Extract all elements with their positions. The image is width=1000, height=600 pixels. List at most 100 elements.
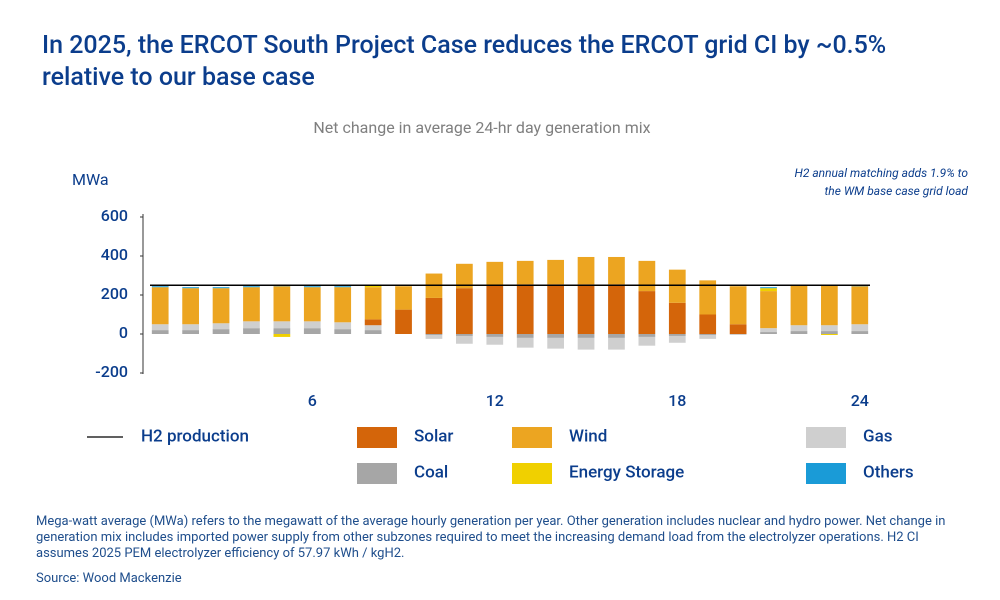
bar-segment <box>243 328 260 334</box>
bar-segment <box>577 334 595 338</box>
legend-label: Others <box>863 462 914 482</box>
bar-segment <box>486 261 504 286</box>
bar-segment <box>729 286 747 325</box>
bar-segment <box>668 334 686 336</box>
bar-segment <box>273 328 291 334</box>
legend-label: H2 production <box>141 426 249 446</box>
bar-segment <box>668 335 686 343</box>
bar-segment <box>334 286 352 288</box>
bar-segment <box>456 263 473 289</box>
bar-segment <box>182 287 199 289</box>
bar-segment <box>547 337 564 349</box>
x-tick-label: 24 <box>851 391 869 410</box>
bar-segment <box>851 324 869 332</box>
bar-segment <box>273 321 291 329</box>
bar-segment <box>303 286 321 288</box>
bar-segment <box>273 286 291 322</box>
footnote: Mega-watt average (MWa) refers to the me… <box>36 514 946 561</box>
bar-segment <box>303 287 321 322</box>
bar-segment <box>577 256 595 285</box>
bar-segment <box>516 284 534 334</box>
bar-segment <box>456 288 473 334</box>
bar-segment <box>303 328 321 334</box>
bar-segment <box>760 328 777 333</box>
bar-segment <box>729 334 747 335</box>
source: Source: Wood Mackenzie <box>36 571 182 586</box>
y-tick-label: 600 <box>101 206 128 225</box>
bar-segment <box>851 331 869 334</box>
bar-segment <box>516 334 534 338</box>
bar-segment <box>303 321 321 329</box>
bar-segment <box>821 285 838 326</box>
bar-segment <box>273 334 291 337</box>
annotation: the WM base case grid load <box>824 184 968 198</box>
bar-segment <box>364 319 382 326</box>
bar-segment <box>608 284 625 334</box>
bar-segment <box>364 325 382 331</box>
bar-segment <box>760 287 777 289</box>
legend-label: Gas <box>863 426 893 446</box>
bar-segment <box>456 334 473 336</box>
bar-segment <box>790 325 808 332</box>
bar-segment <box>243 287 260 322</box>
bar-segment <box>638 291 656 334</box>
bar-segment <box>547 259 564 285</box>
bar-segment <box>395 309 412 334</box>
bar-segment <box>395 286 412 310</box>
bar-segment <box>243 321 260 329</box>
bar-segment <box>486 336 504 345</box>
bar-segment <box>516 260 534 285</box>
bar-segment <box>151 286 169 288</box>
bar-segment <box>608 337 625 350</box>
legend-label: Wind <box>569 426 607 446</box>
bar-segment <box>212 287 230 289</box>
bar-segment <box>760 332 777 334</box>
legend-label: Coal <box>414 462 448 482</box>
bar-segment <box>638 336 656 346</box>
bar-segment <box>334 329 352 334</box>
bar-segment <box>699 314 717 334</box>
bar-segment <box>486 334 504 337</box>
legend-swatch <box>512 427 552 448</box>
y-tick-label: -200 <box>95 362 128 381</box>
bar-segment <box>638 260 656 292</box>
bar-segment <box>547 284 564 334</box>
bar-segment <box>821 325 838 332</box>
x-tick-label: 12 <box>486 391 504 410</box>
bar-segment <box>638 334 656 337</box>
legend-label: Energy Storage <box>569 462 684 482</box>
bar-segment <box>151 330 169 334</box>
bar-segment <box>577 284 595 334</box>
bar-segment <box>668 302 686 334</box>
bar-segment <box>547 334 564 338</box>
bar-segment <box>668 269 686 303</box>
bar-segment <box>364 285 382 288</box>
bar-segment <box>851 286 869 325</box>
bar-segment <box>151 324 169 331</box>
legend-swatch <box>806 427 846 448</box>
bar-segment <box>577 337 595 350</box>
bar-segment <box>364 330 382 334</box>
legend-swatch <box>357 427 397 448</box>
bar-segment <box>608 334 625 338</box>
x-tick-label: 18 <box>668 391 686 410</box>
bar-segment <box>699 334 717 339</box>
bar-segment <box>699 280 717 315</box>
legend-label: Solar <box>414 426 453 446</box>
bar-segment <box>212 323 230 330</box>
bar-segment <box>243 286 260 288</box>
bar-segment <box>608 256 625 285</box>
bar-segment <box>729 324 747 334</box>
bar-segment <box>425 334 443 339</box>
y-tick-label: 200 <box>101 284 128 303</box>
bar-segment <box>821 331 838 334</box>
bar-segment <box>425 334 443 335</box>
legend-swatch <box>357 463 397 484</box>
bar-segment <box>456 335 473 344</box>
bar-segment <box>364 287 382 320</box>
bar-segment <box>760 291 777 329</box>
bar-segment <box>182 288 199 325</box>
y-label: MWa <box>72 170 109 189</box>
bar-segment <box>151 287 169 325</box>
